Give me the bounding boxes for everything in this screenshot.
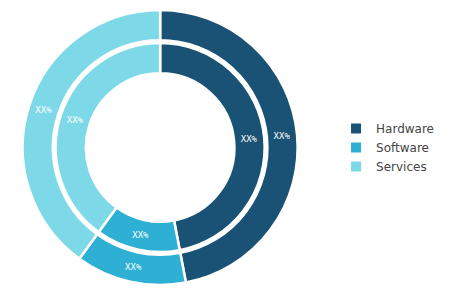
svg-text:XX%: XX% (241, 134, 258, 144)
svg-text:XX%: XX% (35, 105, 52, 115)
svg-text:Hardware: Hardware (376, 122, 434, 136)
svg-text:XX%: XX% (125, 262, 142, 272)
svg-text:Services: Services (376, 160, 427, 174)
svg-text:XX%: XX% (132, 230, 149, 240)
svg-text:XX%: XX% (274, 131, 291, 141)
svg-text:Software: Software (376, 141, 429, 155)
svg-text:XX%: XX% (67, 115, 84, 125)
